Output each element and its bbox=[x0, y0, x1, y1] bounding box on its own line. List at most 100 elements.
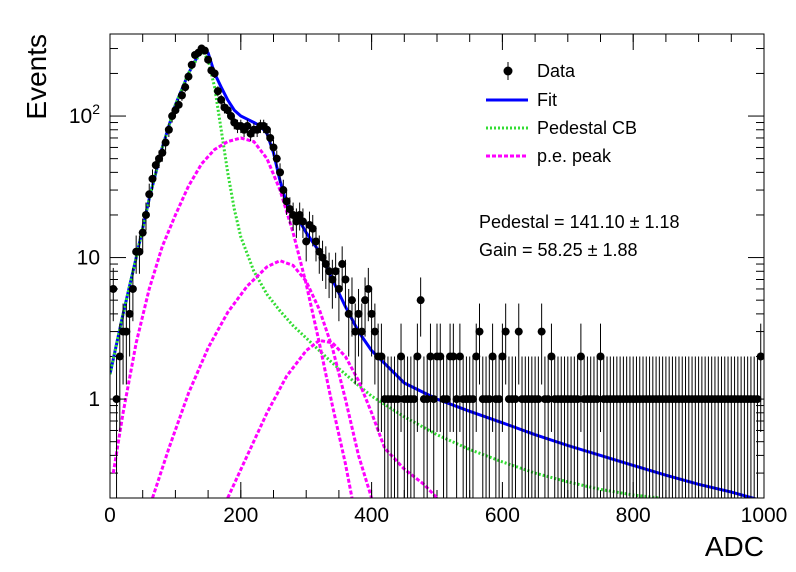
data-marker bbox=[534, 395, 543, 404]
data-point bbox=[377, 323, 386, 432]
data-point bbox=[354, 288, 363, 357]
data-point bbox=[756, 323, 764, 432]
data-point bbox=[544, 356, 553, 498]
data-point bbox=[279, 179, 288, 203]
data-point bbox=[514, 303, 523, 385]
y-axis-label: Events bbox=[21, 34, 52, 120]
data-marker bbox=[110, 284, 118, 293]
data-point bbox=[537, 303, 546, 385]
data-marker bbox=[426, 352, 435, 361]
data-marker bbox=[269, 143, 278, 152]
data-marker bbox=[226, 112, 235, 121]
data-point bbox=[128, 267, 137, 322]
data-marker bbox=[168, 112, 177, 121]
data-marker bbox=[223, 106, 232, 115]
data-marker bbox=[423, 395, 432, 404]
data-point bbox=[397, 323, 406, 432]
data-marker bbox=[318, 253, 327, 262]
data-point bbox=[393, 356, 402, 498]
data-marker bbox=[576, 352, 585, 361]
data-marker bbox=[511, 395, 520, 404]
data-marker bbox=[413, 352, 422, 361]
data-point bbox=[367, 288, 376, 357]
data-marker bbox=[128, 284, 137, 293]
data-marker bbox=[351, 327, 360, 336]
legend-label-pedestal: Pedestal CB bbox=[537, 118, 637, 138]
data-point bbox=[204, 55, 213, 64]
data-point bbox=[161, 135, 170, 151]
data-marker bbox=[315, 247, 324, 256]
data-point bbox=[321, 246, 330, 289]
data-marker bbox=[161, 138, 170, 147]
data-marker bbox=[285, 205, 294, 214]
legend: Data Fit Pedestal CB p.e. peak bbox=[486, 61, 637, 166]
data-marker bbox=[321, 260, 330, 269]
data-marker bbox=[298, 217, 307, 226]
data-point bbox=[141, 202, 150, 231]
data-point bbox=[262, 123, 271, 138]
data-marker bbox=[181, 83, 190, 92]
data-marker bbox=[485, 395, 494, 404]
data-marker bbox=[593, 395, 602, 404]
data-marker bbox=[187, 60, 196, 69]
data-point bbox=[357, 303, 366, 385]
data-point bbox=[495, 356, 504, 498]
data-point bbox=[573, 356, 582, 498]
data-marker bbox=[141, 210, 150, 219]
data-marker bbox=[217, 95, 226, 104]
data-point bbox=[429, 356, 438, 498]
data-marker bbox=[393, 395, 402, 404]
x-tick-label: 600 bbox=[485, 504, 520, 527]
y-tick-label: 102 bbox=[69, 101, 100, 128]
data-marker bbox=[151, 161, 160, 170]
data-point bbox=[125, 288, 134, 357]
data-marker bbox=[357, 327, 366, 336]
data-marker bbox=[361, 296, 370, 305]
data-marker bbox=[449, 352, 458, 361]
data-marker bbox=[145, 190, 154, 199]
data-marker bbox=[204, 55, 213, 64]
data-point bbox=[449, 323, 458, 432]
data-point bbox=[325, 252, 334, 299]
legend-entry-fit: Fit bbox=[486, 90, 557, 110]
data-point bbox=[312, 226, 321, 262]
legend-data-marker bbox=[503, 66, 513, 76]
data-point bbox=[269, 139, 278, 156]
data-point bbox=[328, 259, 337, 309]
data-marker bbox=[279, 186, 288, 195]
data-point bbox=[115, 323, 124, 432]
data-marker bbox=[344, 309, 353, 318]
data-point bbox=[210, 69, 219, 78]
data-marker bbox=[282, 197, 291, 206]
data-marker bbox=[442, 395, 451, 404]
data-point bbox=[302, 226, 311, 262]
x-axis-ticks: 0 200 400 600 800 1000 bbox=[104, 34, 787, 527]
data-point bbox=[213, 86, 222, 97]
data-point bbox=[145, 183, 154, 208]
data-point bbox=[148, 169, 157, 191]
data-marker bbox=[331, 267, 340, 276]
data-marker bbox=[122, 327, 131, 336]
data-point bbox=[485, 356, 494, 498]
y-tick-label: 10 bbox=[77, 247, 100, 270]
data-marker bbox=[475, 327, 484, 336]
legend-entry-pe-peak: p.e. peak bbox=[486, 146, 612, 166]
data-point bbox=[289, 202, 298, 231]
data-point bbox=[135, 235, 144, 274]
annotation-pedestal: Pedestal = 141.10 ± 1.18 bbox=[479, 212, 680, 232]
data-point bbox=[498, 323, 507, 432]
data-marker bbox=[289, 210, 298, 219]
data-point bbox=[298, 208, 307, 238]
data-point bbox=[164, 123, 173, 138]
data-point bbox=[547, 323, 556, 432]
data-marker bbox=[155, 154, 164, 163]
data-marker bbox=[174, 100, 183, 109]
data-marker bbox=[452, 395, 461, 404]
data-point bbox=[315, 235, 324, 274]
data-marker bbox=[266, 133, 275, 142]
data-point bbox=[370, 303, 379, 385]
data-point bbox=[266, 131, 275, 146]
x-tick-label: 800 bbox=[616, 504, 651, 527]
data-point bbox=[217, 94, 226, 106]
y-tick-label: 1 bbox=[88, 388, 100, 411]
